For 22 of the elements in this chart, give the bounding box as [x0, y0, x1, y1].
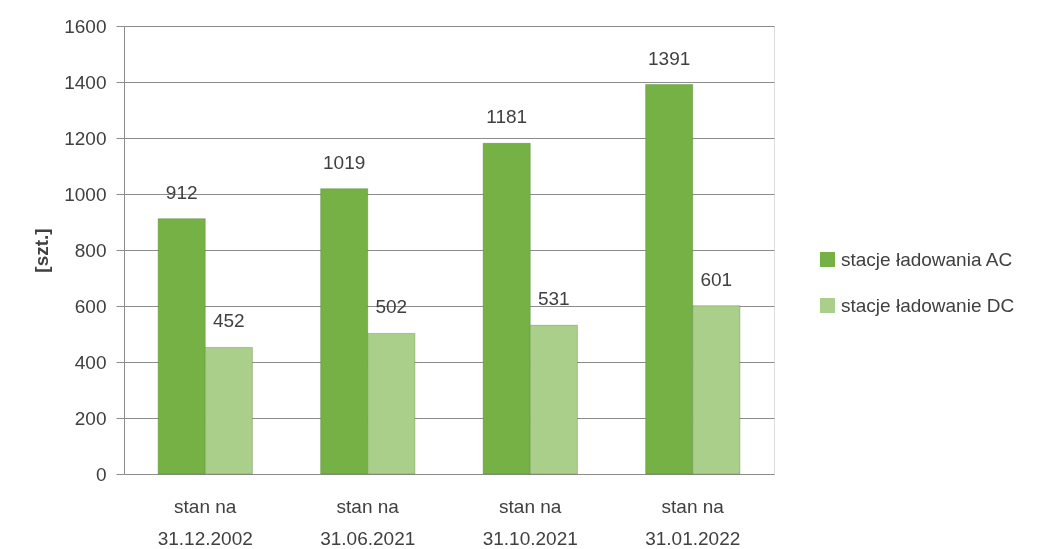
- data-label: 1181: [486, 106, 528, 128]
- y-tick-label: 1000: [64, 183, 107, 205]
- y-tick-label: 1600: [64, 15, 107, 37]
- x-tick-label: stan na 31.01.2022: [645, 495, 741, 549]
- data-label: 1019: [323, 151, 366, 173]
- y-tick-label: 800: [74, 239, 107, 261]
- x-tick-label: stan na 31.10.2021: [482, 495, 578, 549]
- y-tick-label: 1400: [64, 71, 107, 93]
- legend-label: stacje ładowanie DC: [841, 294, 1015, 316]
- data-label: 452: [212, 310, 245, 332]
- y-tick-label: 200: [74, 407, 107, 429]
- x-tick-label: stan na 31.06.2021: [320, 495, 416, 549]
- y-tick-label: 600: [74, 295, 107, 317]
- y-tick-label: 400: [74, 351, 107, 373]
- y-axis-title: [szt.]: [31, 228, 53, 273]
- data-label: 601: [700, 268, 733, 290]
- legend-label: stacje ładowania AC: [841, 248, 1013, 270]
- data-label: 1391: [648, 47, 691, 69]
- y-tick-label: 1200: [64, 127, 107, 149]
- data-label: 531: [537, 288, 570, 310]
- x-tick-label: stan na 31.12.2002: [157, 495, 253, 549]
- y-tick-label: 0: [95, 463, 107, 485]
